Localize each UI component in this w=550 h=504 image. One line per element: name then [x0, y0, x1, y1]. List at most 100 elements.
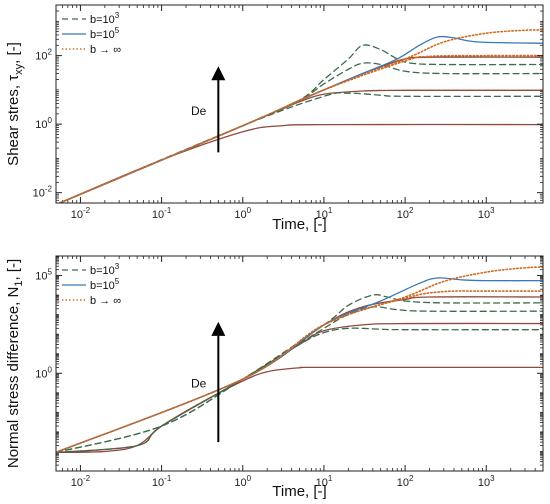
y-axis-label-subscript: xy — [13, 63, 25, 75]
x-tick-label-exponent: -2 — [83, 206, 91, 215]
series-group — [56, 266, 543, 454]
legend-entry-label: b=103 — [90, 11, 120, 26]
x-tick-label-base: 10 — [71, 477, 83, 489]
series-line-solid — [58, 123, 543, 203]
legend-entry-label-base: b=10 — [90, 280, 115, 292]
x-axis-label: Time, [-] — [272, 216, 326, 233]
x-tick-label: 103 — [478, 206, 495, 221]
y-axis-label-main: Shear stres, τ — [5, 75, 22, 166]
x-tick-label: 10-2 — [71, 206, 91, 221]
y-tick-label-exponent: 0 — [48, 365, 53, 374]
y-tick-label-base: 10 — [35, 271, 47, 283]
legend-entry-label: b → ∞ — [90, 44, 121, 56]
x-tick-label-exponent: 1 — [328, 474, 333, 483]
series-line-solid — [58, 56, 543, 203]
x-tick-label-base: 10 — [397, 209, 409, 221]
series-line-dashed — [58, 92, 543, 203]
legend-entry-label-base: b=10 — [90, 29, 115, 41]
x-tick-label: 100 — [234, 206, 251, 221]
series-line-dotted — [57, 54, 543, 203]
x-tick-label-exponent: 0 — [247, 474, 252, 483]
x-tick-label: 10-1 — [152, 206, 172, 221]
series-line-solid — [56, 366, 543, 453]
x-tick-label-base: 10 — [478, 477, 490, 489]
legend-entry-label-base: b=10 — [90, 14, 115, 26]
x-axis-label: Time, [-] — [272, 483, 326, 500]
x-tick-label: 102 — [397, 206, 414, 221]
legend-entry-label: b → ∞ — [90, 295, 121, 307]
x-tick-label-base: 10 — [71, 209, 83, 221]
x-tick-label-base: 10 — [234, 209, 246, 221]
legend-entry-label: b=105 — [90, 26, 120, 41]
y-tick-label-base: 10 — [35, 51, 47, 63]
x-axis: 10-2 10-1 100 101 102 103 — [71, 5, 495, 221]
x-tick-label-exponent: 0 — [247, 206, 252, 215]
y-axis-label-subscript: 1 — [13, 281, 25, 287]
legend-entry-label-exponent: 5 — [115, 26, 120, 35]
de-annotation: De — [191, 104, 207, 118]
x-tick-label-exponent: -2 — [83, 474, 91, 483]
series-line-dashed — [56, 327, 543, 453]
series-line-dashed — [56, 294, 543, 453]
y-tick-label: 100 — [35, 365, 52, 380]
y-tick-label-exponent: 0 — [48, 116, 53, 125]
series-line-dotted — [57, 29, 543, 203]
de-annotation: De — [191, 376, 207, 390]
y-tick-label-base: 10 — [33, 188, 45, 200]
y-tick-label-base: 10 — [35, 119, 47, 131]
y-tick-label: 10-2 — [33, 185, 53, 200]
y-tick-label: 105 — [35, 268, 52, 283]
x-tick-label-exponent: 2 — [409, 206, 414, 215]
y-tick-label-exponent: 5 — [48, 268, 53, 277]
series-line-dashed — [56, 306, 543, 453]
x-tick-label: 102 — [397, 474, 414, 489]
series-group — [57, 29, 543, 203]
y-tick-label: 102 — [35, 48, 52, 63]
legend-entry-label-exponent: 5 — [115, 277, 120, 286]
y-axis-label-unit: , [-] — [5, 42, 22, 64]
x-tick-label-base: 10 — [397, 477, 409, 489]
series-line-dashed — [58, 62, 543, 203]
x-tick-label-base: 10 — [478, 209, 490, 221]
x-tick-label-exponent: 2 — [409, 474, 414, 483]
x-tick-label-exponent: 1 — [328, 206, 333, 215]
x-tick-label-base: 10 — [152, 477, 164, 489]
x-tick-label-exponent: 3 — [490, 206, 495, 215]
series-line-solid — [56, 277, 543, 453]
x-tick-label: 101 — [316, 474, 333, 489]
x-tick-label-base: 10 — [152, 209, 164, 221]
legend-entry-label-base: b → ∞ — [90, 295, 121, 307]
y-tick-label-base: 10 — [35, 368, 47, 380]
y-tick-label-exponent: -2 — [45, 185, 53, 194]
x-tick-label-base: 10 — [316, 209, 328, 221]
y-axis-label: Shear stres, τxy, [-] — [5, 42, 25, 166]
legend-entry-label-exponent: 3 — [115, 11, 120, 20]
x-axis: 10-2 10-1 100 101 102 103 — [71, 256, 495, 489]
x-tick-label: 10-1 — [152, 474, 172, 489]
series-line-dotted — [56, 290, 543, 454]
x-tick-label-exponent: -1 — [164, 474, 172, 483]
y-axis-label-main: Normal stress difference, N — [5, 287, 22, 468]
legend-entry-label-base: b → ∞ — [90, 44, 121, 56]
legend-entry-label-exponent: 3 — [115, 262, 120, 271]
x-tick-label-base: 10 — [316, 477, 328, 489]
y-minor-ticks — [56, 10, 543, 201]
x-tick-label-exponent: -1 — [164, 206, 172, 215]
x-tick-label: 100 — [234, 474, 251, 489]
x-tick-label: 101 — [316, 206, 333, 221]
x-tick-label: 10-2 — [71, 474, 91, 489]
y-minor-ticks — [56, 256, 543, 466]
series-line-solid — [58, 35, 543, 203]
x-minor-ticks — [62, 256, 536, 471]
x-tick-label: 103 — [478, 474, 495, 489]
plot-frame — [55, 255, 544, 472]
y-axis-label-unit: , [-] — [5, 259, 22, 281]
legend-entry-label-base: b=10 — [90, 265, 115, 277]
y-axis-label: Normal stress difference, N1, [-] — [5, 259, 25, 468]
